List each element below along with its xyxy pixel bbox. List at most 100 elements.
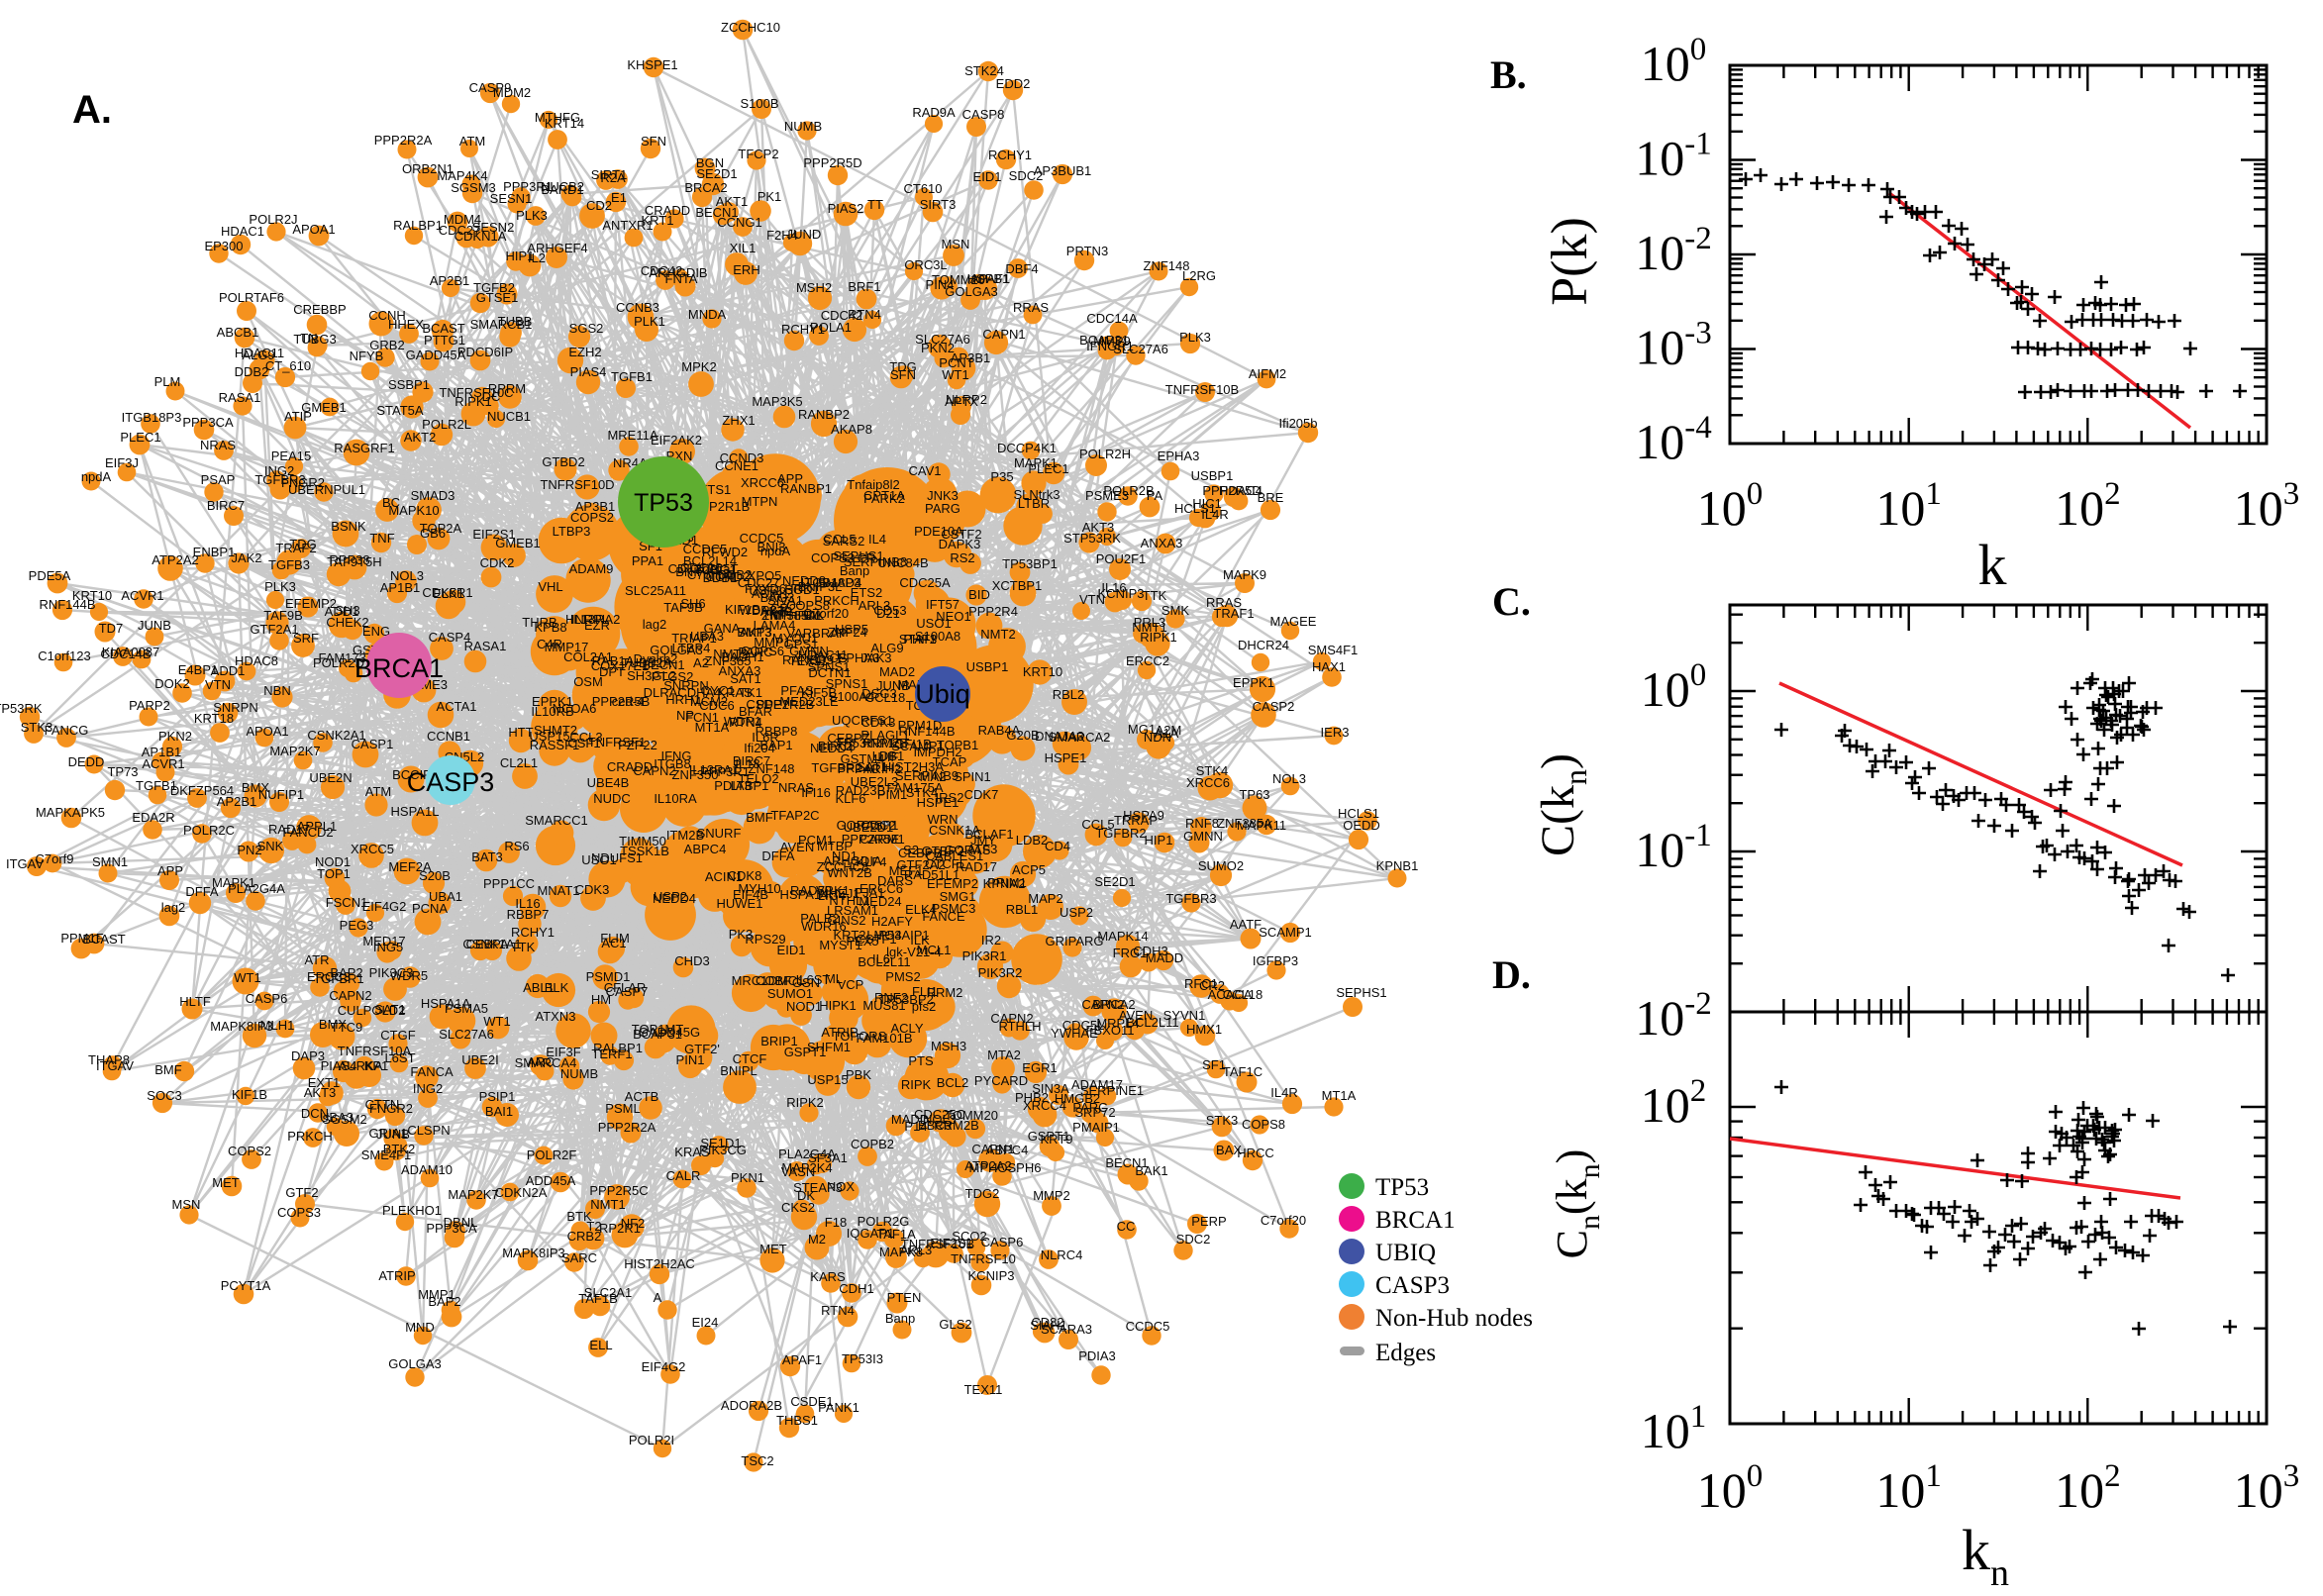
svg-text:GORASP1: GORASP1 — [837, 818, 899, 833]
svg-text:PLA2G4A: PLA2G4A — [778, 1147, 836, 1161]
svg-text:PARG: PARG — [925, 501, 960, 516]
svg-text:SLC25A11: SLC25A11 — [625, 583, 686, 598]
svg-text:SPNS1: SPNS1 — [808, 659, 851, 674]
svg-text:APAF1: APAF1 — [970, 271, 1010, 286]
svg-text:BIRC8: BIRC8 — [818, 739, 856, 753]
svg-text:EIF3F: EIF3F — [546, 1045, 580, 1059]
svg-text:STK4: STK4 — [1196, 763, 1229, 778]
svg-text:CD53: CD53 — [873, 603, 906, 618]
svg-text:EXT1: EXT1 — [308, 1075, 341, 1090]
svg-text:CR2: CR2 — [770, 601, 796, 616]
svg-text:WT1: WT1 — [234, 970, 260, 985]
svg-text:MCM2: MCM2 — [690, 694, 728, 709]
svg-text:PPP2R2A: PPP2R2A — [374, 133, 433, 148]
svg-text:DDB1: DDB1 — [703, 570, 738, 585]
svg-text:S100A4: S100A4 — [829, 689, 874, 704]
svg-text:GTSE1: GTSE1 — [476, 290, 519, 305]
svg-text:WNT2B: WNT2B — [827, 865, 872, 880]
svg-text:COL2A1: COL2A1 — [563, 649, 613, 664]
svg-text:SF3A1: SF3A1 — [808, 1150, 848, 1165]
svg-text:CDC25C: CDC25C — [914, 1107, 965, 1122]
svg-text:GTBP2: GTBP2 — [922, 844, 964, 858]
svg-text:S20B: S20B — [419, 868, 451, 883]
svg-text:SIRT3: SIRT3 — [920, 197, 957, 212]
svg-text:CCDC5: CCDC5 — [740, 531, 784, 546]
svg-text:EIF4G2: EIF4G2 — [642, 1359, 686, 1374]
svg-text:BAG3: BAG3 — [760, 590, 795, 605]
svg-text:HSPA1A: HSPA1A — [421, 996, 471, 1011]
svg-text:TRRAP: TRRAP — [1114, 813, 1158, 828]
svg-text:HMX1: HMX1 — [1186, 1022, 1222, 1037]
svg-text:WRN: WRN — [927, 812, 958, 827]
svg-text:SNURF: SNURF — [697, 826, 742, 841]
svg-text:CDK2: CDK2 — [480, 555, 515, 570]
svg-text:ATXN3: ATXN3 — [536, 1009, 576, 1024]
svg-text:AP1B1: AP1B1 — [142, 745, 181, 759]
svg-text:RCHY1: RCHY1 — [511, 925, 555, 940]
svg-text:CSTF2: CSTF2 — [941, 527, 981, 542]
svg-text:HAX1: HAX1 — [1312, 659, 1346, 674]
svg-text:KRT9: KRT9 — [1041, 1132, 1073, 1147]
svg-text:SGSM2: SGSM2 — [322, 1112, 367, 1127]
svg-text:TP63: TP63 — [1239, 787, 1269, 802]
svg-text:MAPK8IP3: MAPK8IP3 — [502, 1246, 565, 1260]
svg-text:AATF: AATF — [1230, 917, 1262, 932]
svg-text:ZHX1: ZHX1 — [722, 413, 755, 428]
svg-text:CSF1: CSF1 — [567, 736, 600, 750]
svg-text:USBP1: USBP1 — [966, 659, 1009, 674]
svg-text:MG1: MG1 — [1128, 722, 1156, 737]
svg-text:PTEN: PTEN — [887, 1290, 922, 1305]
svg-text:MAP3K5: MAP3K5 — [752, 394, 802, 409]
svg-text:VARBRAP: VARBRAP — [786, 626, 847, 641]
svg-text:AP1B1: AP1B1 — [380, 580, 420, 595]
svg-text:DAPK3: DAPK3 — [939, 537, 981, 551]
svg-text:NDUFS1: NDUFS1 — [591, 850, 643, 865]
svg-text:MAPK8IP3: MAPK8IP3 — [210, 1019, 273, 1034]
svg-text:KCNIP3: KCNIP3 — [968, 1268, 1015, 1283]
svg-text:RNF144B: RNF144B — [39, 597, 95, 612]
svg-text:MLH1: MLH1 — [260, 1018, 295, 1033]
svg-text:DCTN1: DCTN1 — [808, 665, 851, 680]
svg-text:IL6R: IL6R — [752, 730, 778, 745]
svg-text:PLK3: PLK3 — [264, 579, 296, 594]
svg-text:ZNF385: ZNF385 — [705, 653, 752, 668]
svg-text:NMT1: NMT1 — [1132, 620, 1166, 635]
svg-text:MAPK11: MAPK11 — [1237, 818, 1286, 833]
svg-text:BRCA2: BRCA2 — [684, 180, 727, 195]
svg-text:TRAF1: TRAF1 — [1213, 606, 1254, 621]
svg-text:PEG3: PEG3 — [340, 918, 374, 933]
svg-text:SMG1: SMG1 — [940, 889, 976, 904]
svg-text:TUBG1: TUBG1 — [693, 562, 736, 577]
svg-text:MND: MND — [405, 1320, 435, 1335]
svg-text:CD2: CD2 — [586, 198, 612, 213]
svg-text:TSSK1B: TSSK1B — [620, 844, 669, 858]
svg-text:GPS1: GPS1 — [784, 637, 819, 651]
svg-text:HSPA9: HSPA9 — [1123, 808, 1164, 823]
svg-text:PFAS: PFAS — [780, 683, 814, 698]
svg-text:SOD1: SOD1 — [784, 582, 819, 597]
svg-text:NHEJ1: NHEJ1 — [819, 886, 859, 901]
svg-text:MSN: MSN — [172, 1197, 201, 1212]
svg-text:BRCA2: BRCA2 — [1092, 997, 1135, 1012]
svg-text:GINS2: GINS2 — [827, 913, 865, 928]
svg-text:YWHAE: YWHAE — [1051, 1026, 1098, 1041]
svg-text:NMT2: NMT2 — [713, 647, 748, 661]
svg-text:THRB: THRB — [522, 615, 556, 630]
svg-text:PLK3: PLK3 — [516, 208, 548, 223]
svg-text:EI24: EI24 — [692, 1315, 719, 1330]
svg-text:UBE2L3: UBE2L3 — [851, 774, 898, 789]
svg-text:BSNK: BSNK — [331, 519, 366, 534]
svg-text:JUND: JUND — [787, 227, 822, 242]
svg-text:PK3: PK3 — [729, 927, 754, 942]
svg-text:ITGAV: ITGAV — [6, 856, 44, 871]
svg-text:DEDD: DEDD — [68, 754, 105, 769]
svg-text:SOC3: SOC3 — [147, 1088, 181, 1103]
svg-text:MDM2: MDM2 — [493, 85, 531, 100]
svg-text:SH6: SH6 — [680, 596, 705, 611]
svg-text:RALBP1: RALBP1 — [593, 1041, 643, 1055]
svg-text:PIN1: PIN1 — [676, 1052, 705, 1067]
svg-text:HRH1: HRH1 — [665, 692, 700, 707]
svg-text:TNFRSF10D: TNFRSF10D — [540, 477, 614, 492]
svg-text:CAPN2: CAPN2 — [633, 763, 675, 778]
svg-text:NUDC: NUDC — [593, 791, 631, 806]
